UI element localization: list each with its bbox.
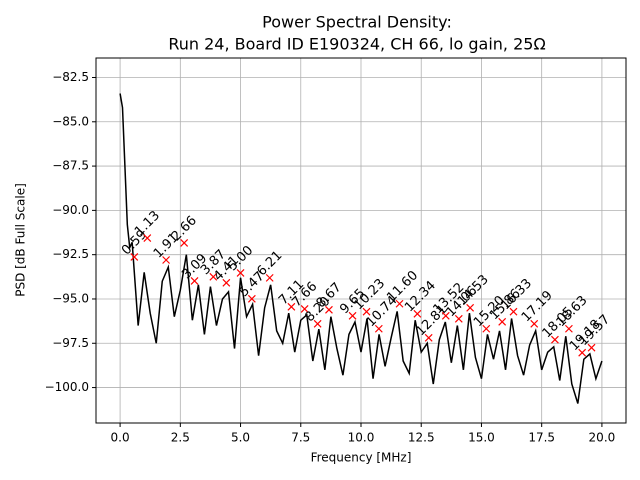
peak-marker <box>454 314 463 323</box>
chart-subtitle: Run 24, Board ID E190324, CH 66, lo gain… <box>168 35 545 54</box>
x-tick-label: 0.0 <box>111 431 130 445</box>
peak-marker <box>441 311 450 320</box>
y-tick-label: −82.5 <box>52 70 89 84</box>
peak-marker <box>300 304 309 313</box>
peak-marker <box>578 348 587 357</box>
y-tick-label: −90.0 <box>52 203 89 217</box>
peak-marker <box>130 253 139 261</box>
peak-marker <box>162 256 171 264</box>
peak-marker <box>482 324 491 333</box>
peak-marker <box>551 335 559 344</box>
peak-marker <box>564 324 573 333</box>
peak-marker <box>498 317 507 326</box>
x-tick-label: 5.0 <box>231 431 250 445</box>
peak-marker <box>348 311 357 320</box>
peak-marker <box>362 307 371 316</box>
peak-marker <box>287 302 296 311</box>
y-tick-label: −95.0 <box>52 291 89 305</box>
y-axis-label: PSD [dB Full Scale] <box>14 183 28 297</box>
y-tick-label: −97.5 <box>52 336 89 350</box>
plot-frame <box>95 57 627 424</box>
peak-marker <box>247 294 256 303</box>
peak-marker <box>265 273 274 282</box>
x-axis-label: Frequency [MHz] <box>311 451 412 465</box>
x-tick-label: 12.5 <box>408 431 435 445</box>
y-tick-label: −87.5 <box>52 159 89 173</box>
y-tick-label: −100.0 <box>45 380 89 394</box>
y-tick-label: −92.5 <box>52 247 89 261</box>
psd-line <box>119 93 603 404</box>
peak-marker <box>374 324 383 333</box>
chart-title: Power Spectral Density: <box>262 13 452 32</box>
x-tick-label: 10.0 <box>348 431 375 445</box>
peak-marker <box>236 269 245 277</box>
peak-marker <box>209 272 218 281</box>
x-tick-label: 17.5 <box>528 431 555 445</box>
peak-marker <box>530 319 539 328</box>
peak-marker <box>180 239 189 247</box>
x-tick-label: 20.0 <box>589 431 616 445</box>
peak-marker <box>587 343 596 352</box>
y-tick-label: −85.0 <box>52 114 89 128</box>
x-tick-label: 15.0 <box>468 431 495 445</box>
x-tick-label: 2.5 <box>171 431 190 445</box>
peak-marker <box>222 278 231 287</box>
peak-label: 1.13 <box>132 208 163 239</box>
peak-marker <box>466 303 475 312</box>
peak-label: 2.66 <box>169 213 200 244</box>
peak-marker <box>313 319 322 328</box>
peak-marker <box>509 307 518 316</box>
peak-label: 6.21 <box>254 248 285 279</box>
peak-marker <box>424 333 433 342</box>
x-tick-label: 7.5 <box>291 431 310 445</box>
peak-marker <box>190 276 199 285</box>
peak-marker <box>395 299 404 308</box>
peak-marker <box>413 309 422 318</box>
peak-marker <box>143 234 152 242</box>
peak-marker <box>325 305 333 314</box>
